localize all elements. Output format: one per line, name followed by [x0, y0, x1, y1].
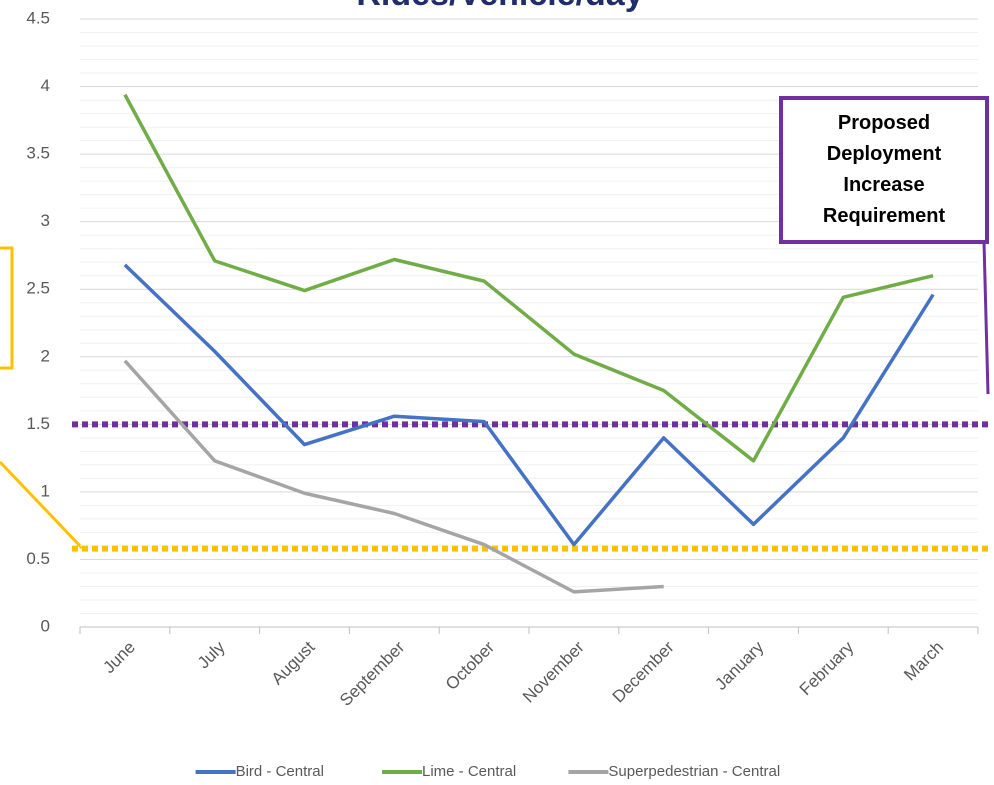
y-tick-label: 1.5: [26, 414, 50, 433]
series-line: [123, 263, 935, 547]
legend-label: Lime - Central: [422, 763, 516, 780]
series-line: [123, 93, 934, 463]
series-line: [123, 359, 664, 594]
y-tick-label: 4: [41, 76, 50, 95]
legend-label: Superpedestrian - Central: [608, 763, 780, 780]
y-tick-label: 3.5: [26, 144, 50, 163]
annotation: Proposed Deployment Increase Requirement: [823, 112, 946, 227]
legend-label: Bird - Central: [236, 763, 324, 780]
y-tick-label: 0.5: [26, 549, 50, 568]
y-tick-label: 1: [41, 481, 50, 500]
y-tick-label: 2: [41, 346, 50, 365]
y-tick-label: 2.5: [26, 279, 50, 298]
y-tick-label: 3: [41, 211, 50, 230]
annotation-box: [779, 96, 989, 244]
callout-connector: [0, 460, 84, 550]
chart-title: Rides/Vehicle/day: [356, 0, 643, 13]
annotation-connector: [982, 241, 990, 395]
y-tick-label: 0: [41, 616, 50, 635]
callout-box: [0, 246, 14, 370]
y-tick-label: 4.5: [26, 8, 50, 27]
